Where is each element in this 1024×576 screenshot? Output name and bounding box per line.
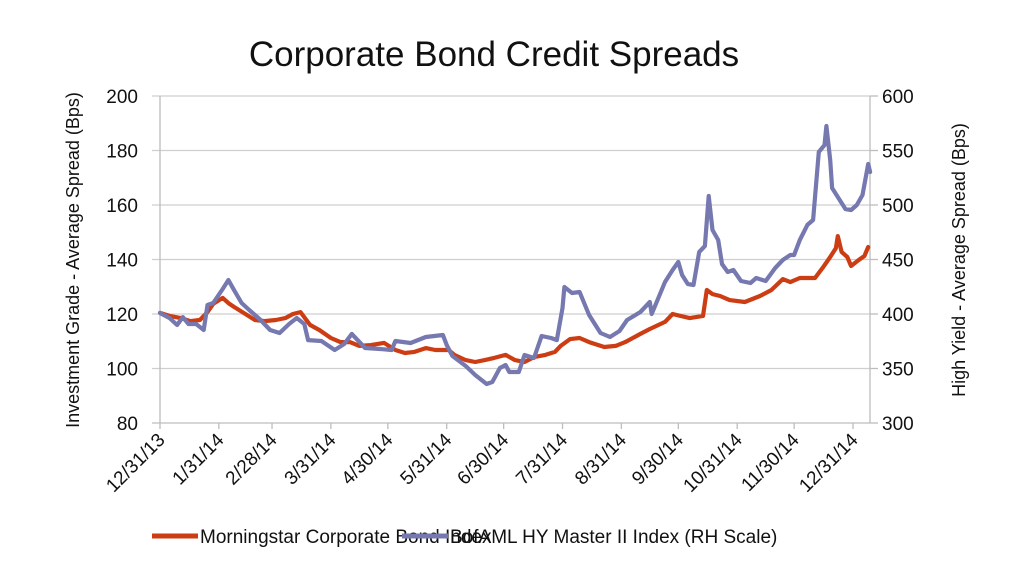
y-tick-label: 160 [106,196,138,217]
x-tick-label: 3/31/14 [281,429,341,489]
left-axis-ticks: 80 100 120 140 160 180 200 [106,87,138,435]
y2-tick-label: 350 [882,360,914,381]
y2-tick-label: 300 [882,414,914,435]
legend: Morningstar Corporate Bond Index BofAML … [152,527,777,548]
y-tick-label: 180 [106,142,138,163]
x-tick-label: 10/31/14 [680,429,747,496]
x-axis-ticks: 12/31/13 1/31/142/28/14 3/31/144/30/14 5/31… [102,429,862,496]
x-tick-label: 11/30/14 [738,429,804,495]
y-tick-label: 200 [106,87,138,108]
y-tick-label: 100 [106,360,138,381]
x-tick-label: 7/31/14 [512,429,572,489]
x-tick-label: 12/31/14 [795,429,862,496]
y2-tick-label: 550 [882,142,914,163]
legend-label-morningstar: Morningstar Corporate Bond Index [200,527,492,548]
y2-tick-label: 400 [882,305,914,326]
right-axis-ticks: 300 350 400 450 500 550 600 [882,87,914,435]
series-line-bofaml [157,123,873,387]
series-lines [157,123,873,387]
y-tick-label: 80 [117,414,138,435]
x-tick-label: 1/31/14 [169,429,229,489]
x-tick-label: 4/30/14 [338,429,398,489]
left-axis-label: Investment Grade - Average Spread (Bps) [63,92,83,428]
legend-label-bofaml: BofAML HY Master II Index (RH Scale) [450,527,777,548]
y2-tick-label: 500 [882,196,914,217]
x-tick-label: 8/31/14 [571,429,631,489]
y2-tick-label: 600 [882,87,914,108]
x-tick-label: 2/28/14 [222,429,282,489]
x-tick-label: 6/30/14 [454,429,514,489]
axes [152,95,878,429]
y2-tick-label: 450 [882,251,914,272]
gridlines [152,95,870,370]
x-tick-label: 12/31/13 [102,430,169,497]
right-axis-label: High Yield - Average Spread (Bps) [949,123,969,397]
x-tick-label: 5/31/14 [397,429,457,489]
series-line-morningstar [157,234,871,365]
y-tick-label: 140 [106,251,138,272]
x-tick-label: 9/30/14 [628,429,688,489]
chart-title: Corporate Bond Credit Spreads [249,35,739,74]
y-tick-label: 120 [106,305,138,326]
